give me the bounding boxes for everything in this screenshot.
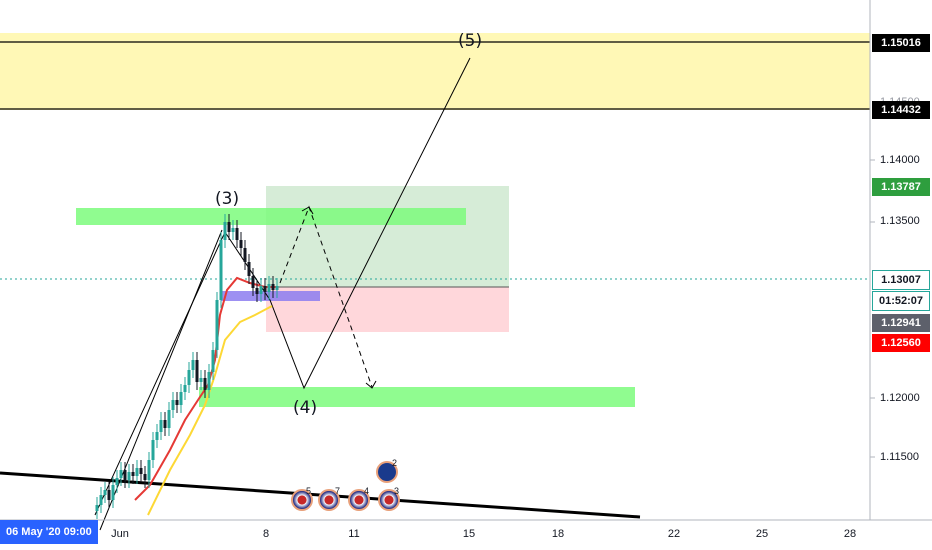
candle-body — [215, 300, 219, 350]
candle-body — [259, 286, 263, 294]
price-tag-current: 1.13007 — [872, 270, 930, 290]
candle-body — [207, 372, 211, 390]
price-tag-upper-zone: 1.15016 — [872, 34, 930, 52]
price-tag-last: 1.12941 — [872, 314, 930, 332]
candle-body — [235, 228, 239, 240]
candle-body — [219, 240, 223, 300]
candle-body — [271, 284, 275, 290]
position-target-box[interactable] — [266, 186, 509, 287]
ma-fast-line — [134, 276, 278, 501]
candle-body — [127, 472, 131, 480]
candle-body — [147, 460, 151, 480]
candle-body — [247, 262, 251, 276]
candle-body — [199, 378, 203, 382]
price-tick: 1.13500 — [880, 215, 920, 227]
price-tick: 1.14000 — [880, 154, 920, 166]
candle-body — [267, 284, 271, 292]
candle-body — [211, 350, 215, 372]
event-count: 5 — [306, 486, 312, 496]
time-tick: 18 — [551, 528, 565, 540]
candle-body — [119, 470, 123, 478]
candle-body — [139, 468, 143, 474]
wave-label-4[interactable]: (4) — [293, 398, 318, 418]
candle-body — [103, 490, 107, 495]
ma-slow-line — [147, 305, 273, 516]
elliott-wave-path[interactable] — [94, 57, 471, 516]
event-flag-icon[interactable] — [291, 489, 313, 511]
event-count: 4 — [364, 486, 370, 496]
event-flag-icon[interactable] — [378, 489, 400, 511]
candle-body — [143, 474, 147, 480]
time-tick: 25 — [755, 528, 769, 540]
candle-body — [179, 392, 183, 405]
countdown-tag: 01:52:07 — [872, 291, 930, 311]
candle-body — [95, 505, 99, 511]
event-flag-icon[interactable] — [318, 489, 340, 511]
candle-body — [99, 495, 103, 505]
green-zone-upper[interactable] — [76, 208, 466, 225]
candle-body — [239, 240, 243, 248]
price-tag-target: 1.13787 — [872, 178, 930, 196]
event-count: 7 — [335, 486, 341, 496]
purple-zone[interactable] — [221, 291, 320, 301]
candlestick-series[interactable] — [95, 214, 279, 519]
time-tick: Jun — [111, 528, 129, 540]
projection-arrow-top — [301, 206, 314, 215]
price-tag-stop: 1.12560 — [872, 334, 930, 352]
time-tick: 28 — [843, 528, 857, 540]
candle-body — [171, 400, 175, 410]
price-tick: 1.12000 — [880, 392, 920, 404]
candle-body — [187, 370, 191, 385]
candle-body — [183, 385, 187, 392]
candle-body — [135, 468, 139, 476]
candle-body — [243, 248, 247, 262]
event-flag-eu-icon[interactable] — [376, 461, 398, 483]
time-tick: 8 — [262, 528, 270, 540]
candle-body — [115, 478, 119, 485]
candle-body — [123, 470, 127, 480]
candle-body — [151, 440, 155, 460]
candle-body — [131, 472, 135, 476]
candle-body — [195, 360, 199, 382]
wave-label-5[interactable]: (5) — [458, 31, 483, 51]
event-count: 3 — [394, 486, 400, 496]
candle-body — [167, 410, 171, 428]
price-tick: 1.11500 — [880, 451, 919, 463]
candle-body — [203, 378, 207, 390]
candle-body — [159, 420, 163, 432]
time-tick: 15 — [462, 528, 476, 540]
candle-body — [231, 228, 235, 232]
candle-body — [107, 490, 111, 500]
resistance-zone[interactable] — [0, 33, 870, 110]
candle-body — [263, 286, 267, 292]
event-count: 2 — [392, 458, 398, 468]
wave-label-3[interactable]: (3) — [215, 189, 240, 209]
green-zone-lower[interactable] — [199, 387, 635, 407]
candle-body — [163, 420, 167, 428]
candle-body — [111, 485, 115, 500]
time-tick: 22 — [667, 528, 681, 540]
candle-body — [255, 288, 259, 294]
projection-arrow-bottom — [365, 380, 377, 389]
candle-body — [251, 276, 255, 288]
candle-body — [275, 286, 279, 290]
event-flag-icon[interactable] — [348, 489, 370, 511]
price-tag-lower-zone: 1.14432 — [872, 101, 930, 119]
candle-body — [191, 360, 195, 370]
candle-body — [227, 222, 231, 232]
crosshair-date-badge: 06 May '20 09:00 — [0, 520, 98, 544]
candle-body — [223, 222, 227, 240]
candle-body — [155, 432, 159, 440]
candle-body — [175, 400, 179, 405]
elliott-wave-path-left[interactable] — [99, 229, 223, 531]
time-tick: 11 — [348, 528, 360, 540]
